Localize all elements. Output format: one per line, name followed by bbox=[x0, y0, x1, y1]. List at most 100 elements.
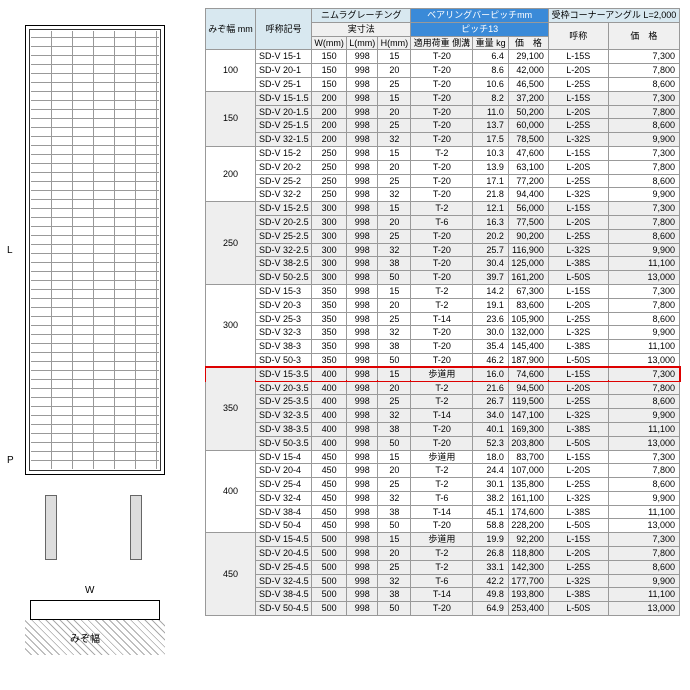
weight-cell: 35.4 bbox=[473, 340, 508, 354]
weight-cell: 49.8 bbox=[473, 588, 508, 602]
h-cell: 25 bbox=[378, 229, 411, 243]
angle-cell: L-20S bbox=[548, 160, 608, 174]
table-row: SD-V 50-4.550099850T-2064.9253,400L-50S1… bbox=[206, 602, 680, 616]
angle-cell: L-20S bbox=[548, 547, 608, 561]
price-cell: 42,000 bbox=[508, 64, 548, 78]
model-cell: SD-V 15-4 bbox=[256, 450, 312, 464]
load-cell: T-2 bbox=[411, 464, 473, 478]
price-cell: 47,600 bbox=[508, 146, 548, 160]
price2-cell: 8,600 bbox=[608, 478, 679, 492]
hdr-mizo: みぞ幅 mm bbox=[206, 9, 256, 50]
price-cell: 77,500 bbox=[508, 215, 548, 229]
l-cell: 998 bbox=[347, 505, 378, 519]
mizo-cell: 400 bbox=[206, 450, 256, 533]
l-cell: 998 bbox=[347, 105, 378, 119]
price2-cell: 7,800 bbox=[608, 215, 679, 229]
mizo-cell: 200 bbox=[206, 146, 256, 201]
dimension-W: W bbox=[85, 585, 94, 596]
w-cell: 250 bbox=[312, 146, 347, 160]
hdr-bearing: ベアリングバーピッチmm bbox=[411, 9, 549, 23]
weight-cell: 8.6 bbox=[473, 64, 508, 78]
price-cell: 177,700 bbox=[508, 574, 548, 588]
w-cell: 400 bbox=[312, 436, 347, 450]
load-cell: T-6 bbox=[411, 491, 473, 505]
load-cell: T-14 bbox=[411, 588, 473, 602]
h-cell: 15 bbox=[378, 450, 411, 464]
angle-cell: L-15S bbox=[548, 533, 608, 547]
price2-cell: 7,800 bbox=[608, 547, 679, 561]
table-body: 100SD-V 15-115099815T-206.429,100L-15S7,… bbox=[206, 50, 680, 616]
h-cell: 20 bbox=[378, 298, 411, 312]
price2-cell: 7,800 bbox=[608, 160, 679, 174]
h-cell: 15 bbox=[378, 146, 411, 160]
table-row: SD-V 32-1.520099832T-2017.578,500L-32S9,… bbox=[206, 133, 680, 147]
price-cell: 37,200 bbox=[508, 91, 548, 105]
weight-cell: 52.3 bbox=[473, 436, 508, 450]
angle-cell: L-20S bbox=[548, 64, 608, 78]
table-row: 100SD-V 15-115099815T-206.429,100L-15S7,… bbox=[206, 50, 680, 64]
l-cell: 998 bbox=[347, 478, 378, 492]
w-cell: 500 bbox=[312, 533, 347, 547]
angle-cell: L-25S bbox=[548, 77, 608, 91]
model-cell: SD-V 20-1.5 bbox=[256, 105, 312, 119]
price2-cell: 7,300 bbox=[608, 50, 679, 64]
load-cell: T-6 bbox=[411, 215, 473, 229]
grating-pattern bbox=[31, 31, 159, 469]
l-cell: 998 bbox=[347, 422, 378, 436]
hdr-h: H(mm) bbox=[378, 36, 411, 50]
angle-cell: L-32S bbox=[548, 574, 608, 588]
hdr-model: 呼称記号 bbox=[256, 9, 312, 50]
price-cell: 118,800 bbox=[508, 547, 548, 561]
load-cell: T-20 bbox=[411, 91, 473, 105]
price2-cell: 13,000 bbox=[608, 602, 679, 616]
price-cell: 203,800 bbox=[508, 436, 548, 450]
l-cell: 998 bbox=[347, 367, 378, 381]
model-cell: SD-V 38-3.5 bbox=[256, 422, 312, 436]
model-cell: SD-V 25-4 bbox=[256, 478, 312, 492]
model-cell: SD-V 50-4 bbox=[256, 519, 312, 533]
weight-cell: 40.1 bbox=[473, 422, 508, 436]
load-cell: T-14 bbox=[411, 312, 473, 326]
angle-cell: L-32S bbox=[548, 188, 608, 202]
price2-cell: 11,100 bbox=[608, 505, 679, 519]
w-cell: 450 bbox=[312, 505, 347, 519]
l-cell: 998 bbox=[347, 450, 378, 464]
w-cell: 300 bbox=[312, 215, 347, 229]
table-row: SD-V 20-2.530099820T-616.377,500L-20S7,8… bbox=[206, 215, 680, 229]
load-cell: T-20 bbox=[411, 257, 473, 271]
w-cell: 200 bbox=[312, 119, 347, 133]
load-cell: T-20 bbox=[411, 602, 473, 616]
price2-cell: 7,800 bbox=[608, 105, 679, 119]
price-cell: 29,100 bbox=[508, 50, 548, 64]
price2-cell: 8,600 bbox=[608, 560, 679, 574]
price2-cell: 9,900 bbox=[608, 491, 679, 505]
l-cell: 998 bbox=[347, 464, 378, 478]
l-cell: 998 bbox=[347, 284, 378, 298]
model-cell: SD-V 20-4.5 bbox=[256, 547, 312, 561]
table-row: SD-V 50-335099850T-2046.2187,900L-50S13,… bbox=[206, 353, 680, 367]
l-cell: 998 bbox=[347, 602, 378, 616]
w-cell: 350 bbox=[312, 284, 347, 298]
angle-cell: L-25S bbox=[548, 229, 608, 243]
table-row: SD-V 20-1.520099820T-2011.050,200L-20S7,… bbox=[206, 105, 680, 119]
weight-cell: 13.9 bbox=[473, 160, 508, 174]
h-cell: 32 bbox=[378, 133, 411, 147]
w-cell: 350 bbox=[312, 353, 347, 367]
w-cell: 150 bbox=[312, 77, 347, 91]
h-cell: 20 bbox=[378, 215, 411, 229]
h-cell: 50 bbox=[378, 271, 411, 285]
weight-cell: 30.1 bbox=[473, 478, 508, 492]
load-cell: T-14 bbox=[411, 409, 473, 423]
price2-cell: 8,600 bbox=[608, 174, 679, 188]
w-cell: 300 bbox=[312, 271, 347, 285]
model-cell: SD-V 25-2.5 bbox=[256, 229, 312, 243]
h-cell: 15 bbox=[378, 202, 411, 216]
angle-cell: L-38S bbox=[548, 422, 608, 436]
l-cell: 998 bbox=[347, 574, 378, 588]
h-cell: 50 bbox=[378, 519, 411, 533]
load-cell: T-20 bbox=[411, 160, 473, 174]
table-row: SD-V 38-445099838T-1445.1174,600L-38S11,… bbox=[206, 505, 680, 519]
price-cell: 92,200 bbox=[508, 533, 548, 547]
h-cell: 32 bbox=[378, 574, 411, 588]
price2-cell: 7,300 bbox=[608, 146, 679, 160]
